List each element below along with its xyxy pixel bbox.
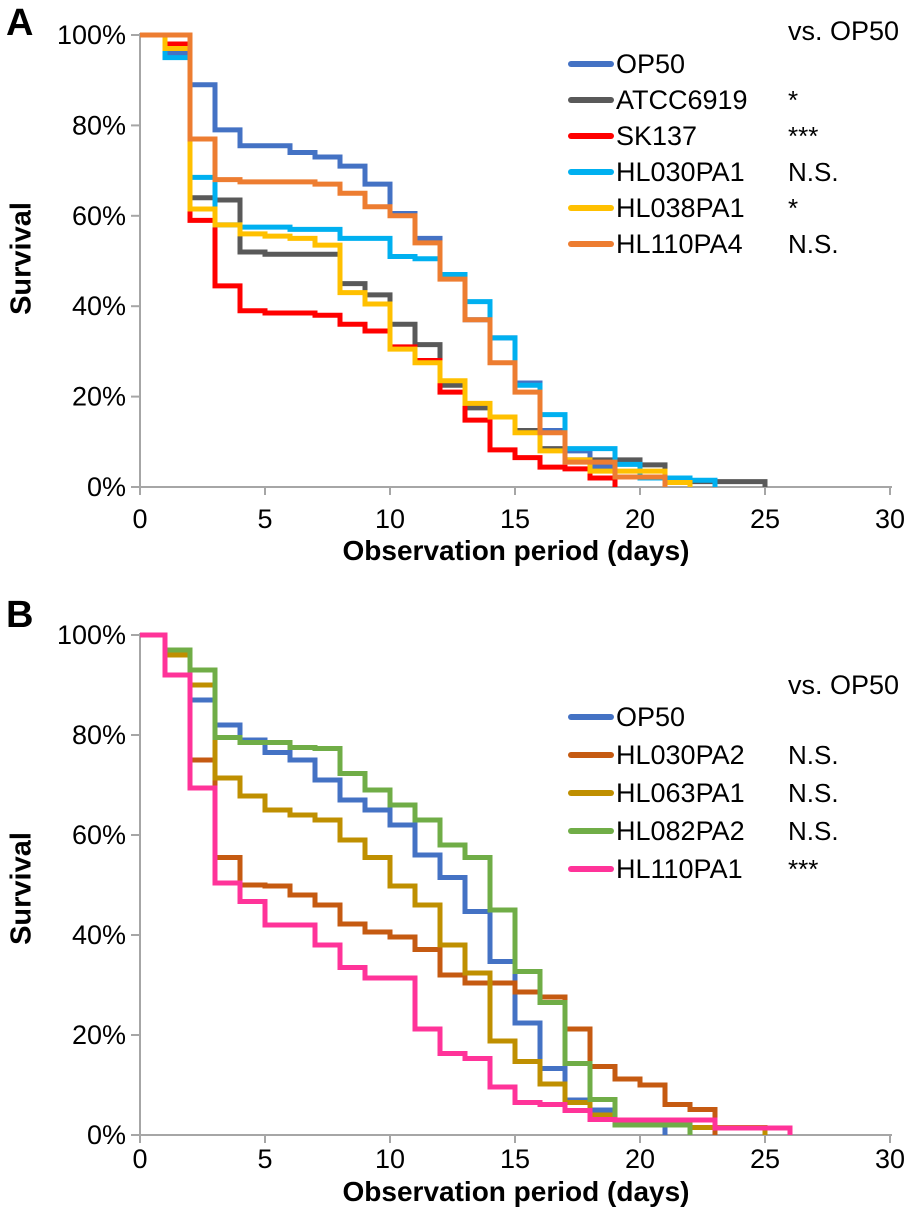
legend-row-HL038PA1: HL038PA1 * bbox=[568, 190, 912, 226]
legend-row-OP50: OP50 bbox=[568, 46, 912, 82]
legend-row-ATCC6919: ATCC6919 * bbox=[568, 82, 912, 118]
legend-b: OP50 HL030PA2 N.S. HL063PA1 N.S. HL082PA2 N.S.… bbox=[568, 698, 912, 888]
x-tick-label-B-0: 0 bbox=[132, 1144, 147, 1174]
y-tick-label-A-20: 20% bbox=[72, 382, 126, 412]
vs-op50-header-b: vs. OP50 bbox=[788, 670, 900, 700]
legend-swatch-HL038PA1 bbox=[568, 205, 614, 211]
y-tick-label-A-60: 60% bbox=[72, 201, 126, 231]
x-tick-label-A-15: 15 bbox=[500, 504, 530, 534]
legend-row-OP50: OP50 bbox=[568, 698, 912, 736]
y-tick-label-B-100: 100% bbox=[57, 620, 126, 650]
legend-swatch-OP50 bbox=[568, 714, 614, 720]
series-B-HL030PA2 bbox=[140, 632, 718, 1135]
legend-label-HL110PA4: HL110PA4 bbox=[616, 228, 743, 259]
legend-label-OP50: OP50 bbox=[616, 701, 686, 732]
y-tick-label-A-80: 80% bbox=[72, 110, 126, 140]
legend-label-ATCC6919: ATCC6919 bbox=[616, 84, 748, 115]
y-tick-label-A-0: 0% bbox=[87, 472, 126, 502]
series-A-OP50 bbox=[140, 32, 618, 487]
y-tick-label-A-40: 40% bbox=[72, 291, 126, 321]
legend-label-HL038PA1: HL038PA1 bbox=[616, 192, 745, 223]
legend-swatch-SK137 bbox=[568, 133, 614, 139]
series-B-HL082PA2 bbox=[140, 632, 693, 1135]
legend-swatch-HL063PA1 bbox=[568, 790, 614, 796]
panel-a-letter: A bbox=[6, 2, 34, 44]
legend-row-HL110PA4: HL110PA4 N.S. bbox=[568, 226, 912, 262]
legend-row-SK137: SK137 *** bbox=[568, 118, 912, 154]
legend-significance-HL110PA1: *** bbox=[788, 853, 819, 884]
legend-label-SK137: SK137 bbox=[616, 120, 698, 151]
series-A-HL110PA4 bbox=[140, 32, 668, 487]
x-tick-label-A-10: 10 bbox=[375, 504, 405, 534]
legend-swatch-HL030PA1 bbox=[568, 169, 614, 175]
legend-significance-HL030PA2: N.S. bbox=[788, 739, 839, 770]
y-tick-label-B-80: 80% bbox=[72, 720, 126, 750]
legend-row-HL110PA1: HL110PA1 *** bbox=[568, 850, 912, 888]
legend-significance-ATCC6919: * bbox=[788, 84, 799, 115]
x-tick-label-A-5: 5 bbox=[257, 504, 272, 534]
legend-a: OP50 ATCC6919 * SK137 *** HL030PA1 N.S. HL038PA… bbox=[568, 46, 912, 262]
series-A-SK137 bbox=[140, 32, 618, 487]
x-tick-label-A-0: 0 bbox=[132, 504, 147, 534]
legend-label-HL030PA1: HL030PA1 bbox=[616, 156, 745, 187]
legend-row-HL063PA1: HL063PA1 N.S. bbox=[568, 774, 912, 812]
y-tick-label-B-40: 40% bbox=[72, 920, 126, 950]
legend-label-OP50: OP50 bbox=[616, 48, 686, 79]
legend-significance-SK137: *** bbox=[788, 120, 819, 151]
legend-label-HL063PA1: HL063PA1 bbox=[616, 777, 745, 808]
y-tick-label-B-60: 60% bbox=[72, 820, 126, 850]
x-tick-label-B-20: 20 bbox=[625, 1144, 655, 1174]
legend-significance-HL082PA2: N.S. bbox=[788, 815, 839, 846]
x-tick-label-A-30: 30 bbox=[875, 504, 905, 534]
vs-op50-header-a: vs. OP50 bbox=[788, 16, 900, 46]
x-axis-title-B: Observation period (days) bbox=[343, 1176, 690, 1207]
legend-label-HL110PA1: HL110PA1 bbox=[616, 853, 743, 884]
y-tick-label-A-100: 100% bbox=[57, 20, 126, 50]
legend-swatch-HL110PA4 bbox=[568, 241, 614, 247]
legend-significance-HL038PA1: * bbox=[788, 192, 799, 223]
x-tick-label-B-15: 15 bbox=[500, 1144, 530, 1174]
y-tick-label-B-20: 20% bbox=[72, 1020, 126, 1050]
legend-label-HL082PA2: HL082PA2 bbox=[616, 815, 745, 846]
panel-b-letter: B bbox=[6, 594, 34, 636]
survival-chart-a: 0 5 10 15 20 25 30 0% 20% 40% 60% 80% 100% Observatio… bbox=[57, 20, 905, 566]
x-tick-label-B-10: 10 bbox=[375, 1144, 405, 1174]
survival-chart-b: 0 5 10 15 20 25 30 0% 20% 40% 60% 80% 100% Observatio… bbox=[57, 620, 905, 1207]
legend-swatch-HL030PA2 bbox=[568, 752, 614, 758]
x-axis-title-A: Observation period (days) bbox=[343, 535, 690, 566]
x-tick-label-B-25: 25 bbox=[750, 1144, 780, 1174]
legend-significance-HL063PA1: N.S. bbox=[788, 777, 839, 808]
legend-swatch-HL082PA2 bbox=[568, 828, 614, 834]
x-tick-label-B-30: 30 bbox=[875, 1144, 905, 1174]
x-tick-label-A-25: 25 bbox=[750, 504, 780, 534]
legend-row-HL082PA2: HL082PA2 N.S. bbox=[568, 812, 912, 850]
x-tick-label-B-5: 5 bbox=[257, 1144, 272, 1174]
legend-significance-HL030PA1: N.S. bbox=[788, 156, 839, 187]
y-tick-label-B-0: 0% bbox=[87, 1120, 126, 1150]
legend-swatch-HL110PA1 bbox=[568, 866, 614, 872]
series-B-HL110PA1 bbox=[140, 632, 793, 1135]
legend-row-HL030PA2: HL030PA2 N.S. bbox=[568, 736, 912, 774]
legend-label-HL030PA2: HL030PA2 bbox=[616, 739, 745, 770]
legend-swatch-OP50 bbox=[568, 61, 614, 67]
x-tick-label-A-20: 20 bbox=[625, 504, 655, 534]
legend-swatch-ATCC6919 bbox=[568, 97, 614, 103]
legend-row-HL030PA1: HL030PA1 N.S. bbox=[568, 154, 912, 190]
legend-significance-HL110PA4: N.S. bbox=[788, 228, 839, 259]
